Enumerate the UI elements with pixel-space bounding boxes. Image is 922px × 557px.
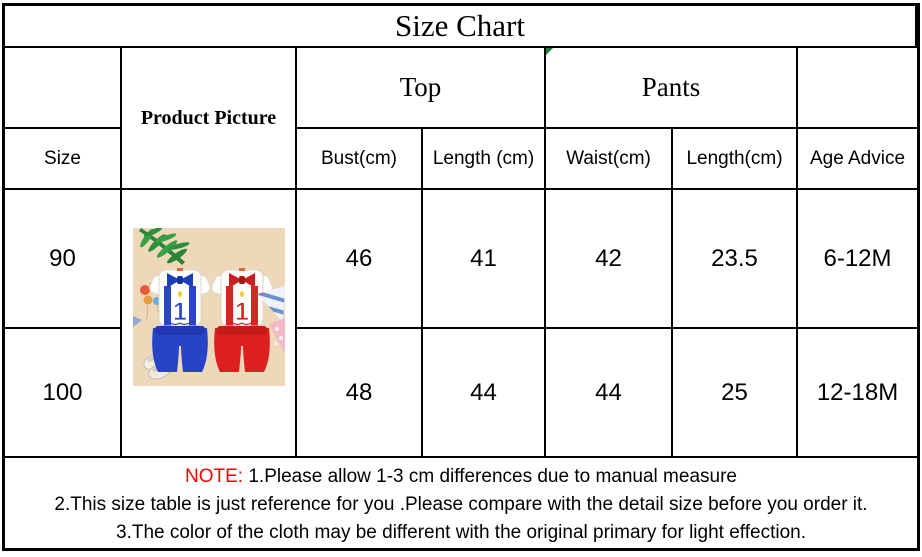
cell-90-age: 6-12M — [798, 190, 917, 329]
col-group-top: Top — [297, 48, 546, 129]
col-header-pants-length: Length(cm) — [673, 129, 798, 190]
cell-90-waist: 42 — [546, 190, 673, 329]
cell-size-90: 90 — [5, 190, 122, 329]
cell-90-bust: 46 — [297, 190, 423, 329]
col-header-product-picture: Product Picture — [122, 48, 297, 190]
page-title: Size Chart — [5, 6, 917, 48]
cell-100-waist: 44 — [546, 329, 673, 458]
note-label: NOTE: — [185, 466, 244, 487]
note-line-2: 2.This size table is just reference for … — [54, 494, 868, 515]
col-group-pants-label: Pants — [641, 72, 701, 102]
header-empty-age-top — [798, 48, 917, 129]
red-outfit: 1 — [210, 268, 273, 372]
cell-90-top-length: 41 — [423, 190, 546, 329]
svg-text:1: 1 — [235, 298, 249, 326]
col-header-age-advice: Age Advice — [798, 129, 917, 190]
cell-size-100: 100 — [5, 329, 122, 458]
cell-100-top-length: 44 — [423, 329, 546, 458]
cell-100-age: 12-18M — [798, 329, 917, 458]
size-chart-table: Size Chart Product Picture Top Pants Siz… — [2, 3, 920, 551]
note-line-3: 3.The color of the cloth may be differen… — [116, 522, 806, 543]
note-line-1-text: 1.Please allow 1-3 cm differences due to… — [248, 466, 737, 487]
blue-outfit: 1 — [148, 268, 211, 372]
cell-100-pants-length: 25 — [673, 329, 798, 458]
svg-text:1: 1 — [173, 298, 187, 326]
col-header-top-length: Length (cm) — [423, 129, 546, 190]
product-photo: 1 — [132, 228, 285, 386]
product-photo-cell: 1 — [122, 190, 297, 458]
col-group-pants: Pants — [546, 48, 798, 129]
col-header-bust: Bust(cm) — [297, 129, 423, 190]
cell-corner-marker-icon — [546, 48, 553, 55]
col-header-size: Size — [5, 129, 122, 190]
left-flag-icon — [132, 316, 142, 327]
notes-section: NOTE: 1.Please allow 1-3 cm differences … — [5, 458, 917, 548]
palm-leaf-icon — [138, 228, 190, 265]
note-line-1: NOTE: 1.Please allow 1-3 cm differences … — [185, 463, 737, 491]
col-header-waist: Waist(cm) — [546, 129, 673, 190]
header-empty-size-top — [5, 48, 122, 129]
cell-100-bust: 48 — [297, 329, 423, 458]
cell-90-pants-length: 23.5 — [673, 190, 798, 329]
